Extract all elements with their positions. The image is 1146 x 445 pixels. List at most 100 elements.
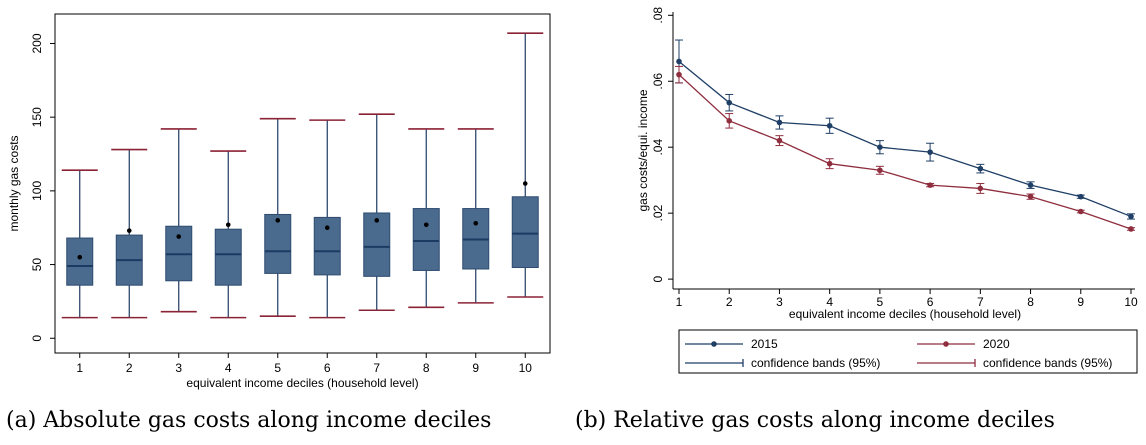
x-tick-label: 1 (76, 361, 83, 375)
series-2020 (675, 65, 1135, 232)
plot-frame (54, 13, 551, 354)
box-10 (507, 32, 544, 298)
panel-relative-gas-costs: 0 .02 .04 .06 .08 gas costs/equi. income 1 2 3 4 5… (575, 0, 1146, 445)
mean-marker (126, 228, 132, 233)
y-tick-label: .02 (651, 204, 665, 221)
x-tick-label: 4 (826, 295, 833, 309)
boxplot-chart: 0 50 100 150 200 monthly gas costs 1 2 3 4 5 6 7 8 9 10… (7, 13, 551, 390)
x-tick-label: 9 (472, 361, 479, 375)
box-5 (259, 117, 296, 317)
data-point (776, 119, 783, 126)
mean-marker (77, 254, 83, 260)
legend-key-marker (711, 341, 717, 347)
data-point (826, 160, 833, 167)
mean-marker (374, 218, 380, 223)
y-tick-label: .06 (651, 73, 665, 90)
box-7 (358, 113, 395, 312)
y-tick-label: .08 (651, 7, 665, 24)
iqr-box (66, 237, 94, 286)
data-point (826, 122, 833, 129)
x-tick-label: 5 (877, 295, 884, 309)
y-tick-label: 200 (30, 33, 44, 53)
legend-item: confidence bands (95%) (917, 356, 1112, 370)
caption-a: (a) Absolute gas costs along income deci… (6, 408, 492, 433)
mean-marker (522, 181, 528, 186)
data-point (1027, 182, 1034, 188)
x-tick-label: 10 (519, 361, 533, 375)
panel-absolute-gas-costs: 0 50 100 150 200 monthly gas costs 1 2 3 4 5 6 7 8 9 10… (0, 0, 570, 445)
x-tick-label: 7 (977, 295, 984, 309)
box-3 (160, 128, 197, 313)
series-2015 (675, 39, 1135, 220)
data-point (927, 149, 933, 155)
data-point (1128, 213, 1134, 220)
x-tick-label: 1 (676, 295, 683, 309)
data-point (776, 137, 783, 144)
line-chart: 0 .02 .04 .06 .08 gas costs/equi. income 1 2 3 4 5… (636, 7, 1138, 374)
legend-item: 2020 (917, 337, 1010, 351)
mean-marker (176, 234, 182, 239)
box-9 (457, 128, 494, 304)
mean-marker (473, 220, 479, 226)
mean-marker (225, 222, 231, 228)
legend-label: 2015 (751, 337, 778, 351)
x-tick-label: 2 (126, 361, 133, 375)
iqr-box (511, 196, 539, 269)
legend-frame (678, 329, 1138, 374)
x-axis-title: equivalent income deciles (household lev… (789, 307, 1021, 321)
legend-label: 2020 (983, 337, 1010, 351)
iqr-box (313, 216, 341, 276)
data-point (1077, 193, 1084, 200)
x-tick-label: 5 (274, 361, 281, 375)
x-tick-label: 3 (776, 295, 783, 309)
data-point (726, 99, 733, 106)
x-tick-label: 7 (373, 361, 380, 375)
box-2 (111, 148, 148, 319)
data-point (927, 182, 933, 188)
data-point (977, 165, 984, 172)
y-tick-label: 0 (30, 335, 44, 342)
x-tick-label: 2 (726, 295, 733, 309)
legend-label: confidence bands (95%) (983, 356, 1112, 370)
iqr-box (412, 208, 440, 271)
box-6 (309, 119, 346, 319)
data-point (676, 58, 682, 65)
y-tick-label: 150 (30, 107, 44, 127)
data-point (877, 167, 883, 174)
data-point (977, 185, 984, 192)
x-tick-label: 6 (324, 361, 331, 375)
data-point (1027, 193, 1034, 200)
series-line (678, 74, 1132, 230)
data-point (1077, 208, 1084, 215)
box-4 (210, 150, 247, 319)
x-tick-label: 8 (423, 361, 430, 375)
y-axis-title: monthly gas costs (7, 135, 21, 231)
x-tick-label: 3 (175, 361, 182, 375)
box-1 (61, 169, 98, 319)
legend-label: confidence bands (95%) (751, 356, 880, 370)
data-point (877, 144, 883, 151)
y-tick-label: .04 (651, 139, 665, 156)
legend-item: 2015 (685, 337, 778, 351)
legend-item: confidence bands (95%) (685, 356, 880, 370)
caption-b: (b) Relative gas costs along income deci… (575, 408, 1055, 433)
series-line (678, 60, 1132, 218)
mean-marker (423, 222, 429, 228)
x-tick-label: 6 (927, 295, 934, 309)
iqr-box (363, 212, 391, 277)
mean-marker (324, 225, 330, 231)
y-tick-label: 50 (30, 258, 44, 272)
y-tick-label: 0 (651, 275, 665, 282)
data-point (676, 71, 682, 78)
legend: 2015 2020 confidence bands (95%) confidence… (678, 329, 1138, 374)
iqr-box (214, 228, 242, 286)
box-8 (408, 128, 445, 309)
x-tick-label: 9 (1077, 295, 1084, 309)
x-tick-label: 4 (225, 361, 232, 375)
x-tick-label: 8 (1027, 295, 1034, 309)
x-axis-title: equivalent income deciles (household lev… (186, 376, 418, 390)
data-point (726, 118, 733, 124)
iqr-box (264, 213, 292, 274)
mean-marker (275, 218, 281, 223)
y-tick-label: 100 (30, 181, 44, 201)
